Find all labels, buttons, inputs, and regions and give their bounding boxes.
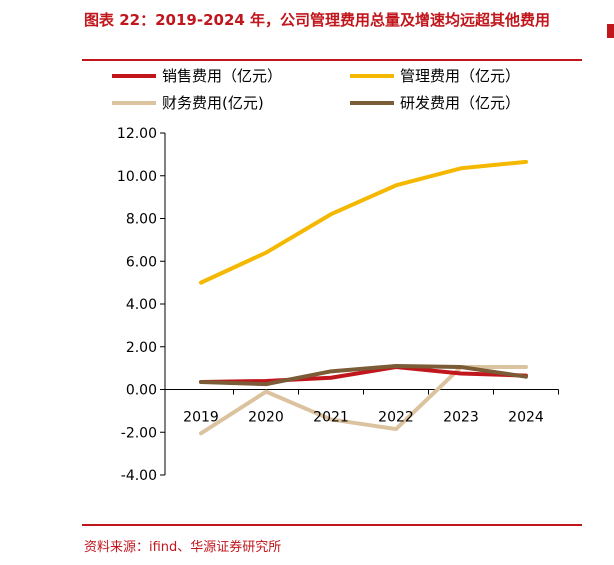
x-tick-label: 2019 (183, 410, 219, 426)
y-tick-label: 10.00 (117, 169, 157, 185)
x-tick-label: 2022 (378, 410, 414, 426)
top-rule (82, 59, 582, 61)
legend-label: 研发费用（亿元） (400, 94, 520, 112)
y-tick-label: 12.00 (117, 126, 157, 142)
y-tick-label: -4.00 (121, 468, 157, 484)
series-line (199, 365, 528, 385)
series-line (199, 363, 528, 387)
y-tick-label: 8.00 (126, 212, 157, 228)
edge-marker (607, 24, 614, 38)
x-tick-label: 2020 (248, 410, 284, 426)
y-tick-label: 0.00 (126, 383, 157, 399)
series-line (199, 159, 528, 285)
chart-title: 图表 22：2019-2024 年，公司管理费用总量及增速均远超其他费用 (84, 11, 551, 29)
x-tick-label: 2024 (508, 410, 544, 426)
y-tick-label: 6.00 (126, 254, 157, 270)
bottom-rule (82, 524, 582, 526)
legend-label: 管理费用（亿元） (400, 67, 520, 85)
x-tick-label: 2023 (443, 410, 479, 426)
legend-label: 销售费用（亿元） (162, 67, 282, 85)
y-tick-label: 4.00 (126, 297, 157, 313)
legend-label: 财务费用(亿元) (162, 94, 264, 112)
source-note: 资料来源：ifind、华源证券研究所 (84, 540, 282, 555)
y-tick-label: 2.00 (126, 340, 157, 356)
y-tick-label: -2.00 (121, 425, 157, 441)
x-tick-label: 2021 (313, 410, 349, 426)
